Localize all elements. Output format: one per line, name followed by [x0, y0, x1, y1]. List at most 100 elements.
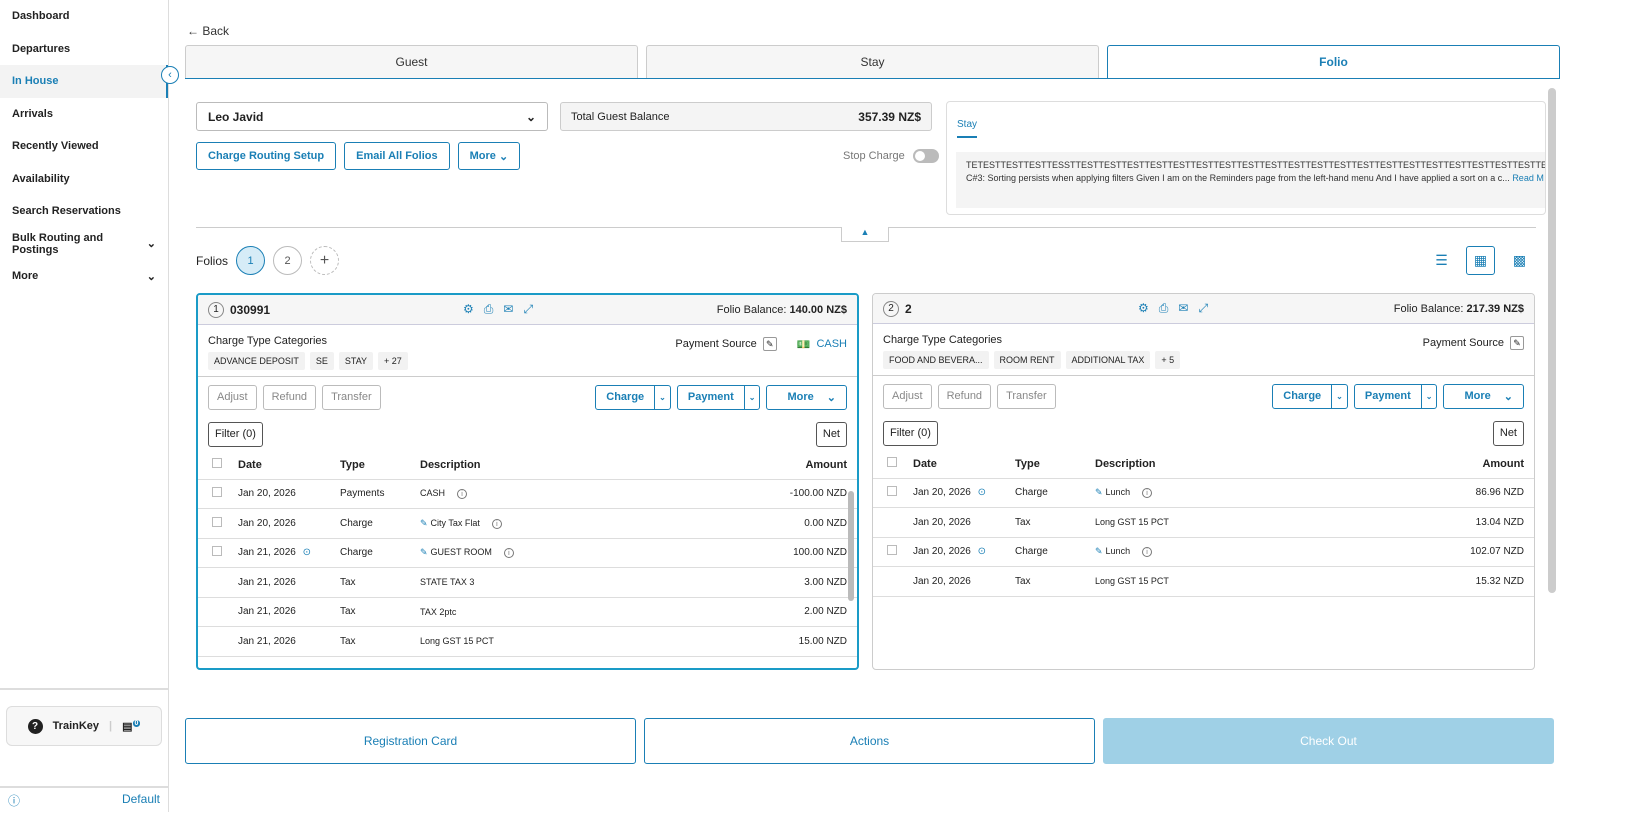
card-more-button[interactable]: More ⌄ [766, 384, 847, 410]
table-row[interactable]: Jan 20, 2026 Charge ✎ City Tax Flat i 0.00… [198, 508, 857, 539]
category-chip[interactable]: + 5 [1155, 351, 1181, 369]
more-button[interactable]: More ⌄ [457, 142, 521, 170]
print-icon[interactable]: ⎙ [1158, 301, 1169, 315]
sidebar-item[interactable]: Bulk Routing and Postings ⌄ [0, 228, 168, 261]
actions-button[interactable]: Actions [644, 718, 1095, 764]
net-button[interactable]: Net [815, 421, 847, 447]
routed-icon[interactable]: ⊙ [977, 487, 986, 499]
payment-button[interactable]: Payment ⌄ [676, 384, 761, 410]
adjust-button[interactable]: Adjust [208, 384, 257, 410]
grid-2-view-icon[interactable]: ▦ [1466, 246, 1495, 275]
col-description[interactable]: Description [420, 451, 675, 480]
tab-stay[interactable]: Stay [646, 45, 1099, 78]
back-link[interactable]: ← Back [187, 24, 230, 38]
select-all-checkbox[interactable] [212, 458, 222, 469]
sidebar-item[interactable]: Availability [0, 163, 168, 196]
table-row[interactable]: Jan 20, 2026 Tax Long GST 15 PCT 15.32 N… [873, 566, 1534, 597]
info-icon[interactable]: i [503, 548, 514, 559]
folio-card[interactable]: 1 030991 ⚙ ⎙ ✉ ⤢ Folio Balance: 140.00 NZ$ C… [196, 293, 859, 670]
row-checkbox[interactable] [887, 486, 897, 497]
expand-icon[interactable]: ⤢ [523, 302, 534, 316]
folio-tab-2[interactable]: 2 [273, 246, 303, 275]
adjust-button[interactable]: Adjust [883, 383, 932, 409]
sidebar-item[interactable]: In House [0, 65, 168, 98]
chevron-down-icon[interactable]: ⌄ [654, 385, 670, 409]
refund-button[interactable]: Refund [937, 383, 992, 409]
stop-charge-toggle[interactable] [912, 149, 939, 163]
row-checkbox[interactable] [212, 516, 222, 527]
profile-default[interactable]: Default [121, 792, 160, 806]
collapse-sidebar-button[interactable]: ‹ [161, 66, 179, 84]
info-icon[interactable]: i [457, 489, 468, 500]
table-scrollbar[interactable] [848, 491, 854, 601]
edit-icon[interactable]: ✎ [1095, 546, 1103, 557]
email-all-folios-button[interactable]: Email All Folios [344, 142, 450, 170]
guest-select[interactable]: Leo Javid ⌄ [196, 102, 548, 131]
check-out-button[interactable]: Check Out [1103, 718, 1554, 764]
filter-button[interactable]: Filter (0) [883, 420, 938, 446]
folio-tab-1[interactable]: 1 [236, 246, 266, 275]
col-type[interactable]: Type [1015, 450, 1095, 479]
charge-button[interactable]: Charge ⌄ [1272, 383, 1348, 409]
chevron-down-icon[interactable]: ⌄ [743, 385, 760, 409]
charge-routing-setup-button[interactable]: Charge Routing Setup [196, 142, 337, 170]
edit-payment-source-icon[interactable]: ✎ [1510, 336, 1524, 350]
tab-folio[interactable]: Folio [1107, 45, 1560, 78]
chevron-down-icon[interactable]: ⌄ [1420, 384, 1437, 408]
category-chip[interactable]: + 27 [378, 352, 408, 370]
col-amount[interactable]: Amount [1330, 450, 1534, 479]
read-more-link[interactable]: Read M [1512, 173, 1544, 183]
gear-icon[interactable]: ⚙ [463, 302, 474, 316]
table-row[interactable]: Jan 20, 2026 Payments CASH i -100.00 NZD [198, 479, 857, 509]
edit-icon[interactable]: ✎ [1095, 487, 1103, 498]
list-view-icon[interactable]: ☰ [1435, 252, 1448, 268]
transfer-button[interactable]: Transfer [997, 383, 1056, 409]
sidebar-item[interactable]: Dashboard [0, 0, 168, 33]
chevron-down-icon[interactable]: ⌄ [1331, 384, 1347, 408]
table-row[interactable]: Jan 21, 2026 ⊙ Charge ✎ GUEST ROOM i 100.0… [198, 538, 857, 568]
table-row[interactable]: Jan 21, 2026 Tax STATE TAX 3 3.00 NZD [198, 567, 857, 598]
col-amount[interactable]: Amount [674, 451, 857, 480]
sidebar-item[interactable]: Departures [0, 33, 168, 66]
net-button[interactable]: Net [1492, 420, 1524, 446]
table-row[interactable]: Jan 20, 2026 Tax Long GST 15 PCT 13.04 N… [873, 507, 1534, 538]
edit-payment-source-icon[interactable]: ✎ [762, 337, 777, 351]
expand-icon[interactable]: ⤢ [1198, 301, 1209, 315]
refund-button[interactable]: Refund [262, 384, 317, 410]
table-row[interactable]: Jan 21, 2026 Tax Long GST 15 PCT 15.00 N… [198, 626, 857, 657]
info-icon[interactable]: i [1142, 547, 1153, 558]
row-checkbox[interactable] [887, 545, 897, 556]
payment-button[interactable]: Payment ⌄ [1353, 383, 1438, 409]
col-date[interactable]: Date [913, 450, 1015, 479]
page-scrollbar[interactable] [1548, 88, 1556, 593]
sidebar-item[interactable]: Arrivals [0, 98, 168, 131]
transfer-button[interactable]: Transfer [322, 384, 381, 410]
edit-icon[interactable]: ✎ [420, 517, 428, 528]
info-icon[interactable]: ⓘ [8, 794, 21, 808]
add-folio-button[interactable]: + [310, 246, 340, 275]
col-type[interactable]: Type [340, 451, 420, 480]
card-more-button[interactable]: More ⌄ [1443, 383, 1524, 409]
select-all-checkbox[interactable] [887, 457, 897, 468]
info-icon[interactable]: i [1142, 488, 1153, 499]
mail-icon[interactable]: ✉ [1178, 301, 1189, 315]
info-icon[interactable]: i [491, 518, 502, 529]
sidebar-item[interactable]: Recently Viewed [0, 130, 168, 163]
trainkey-widget[interactable]: ? TrainKey | ▤ 0 [6, 706, 162, 746]
row-checkbox[interactable] [212, 487, 222, 498]
routed-icon[interactable]: ⊙ [977, 546, 986, 558]
mail-icon[interactable]: ✉ [503, 302, 514, 316]
collapse-header-button[interactable]: ▲ [841, 227, 889, 242]
tab-guest[interactable]: Guest [185, 45, 638, 78]
sidebar-item[interactable]: Search Reservations [0, 195, 168, 228]
col-date[interactable]: Date [238, 451, 340, 480]
gear-icon[interactable]: ⚙ [1138, 301, 1149, 315]
notes-tab-stay[interactable]: Stay [957, 119, 978, 138]
table-row[interactable]: Jan 20, 2026 ⊙ Charge ✎ Lunch i 102.07 NZD [873, 537, 1534, 567]
table-row[interactable]: Jan 21, 2026 Tax TAX 2ptc 2.00 NZD [198, 597, 857, 627]
routed-icon[interactable]: ⊙ [302, 547, 311, 559]
chat-icon[interactable]: ▤ 0 [122, 719, 141, 733]
edit-icon[interactable]: ✎ [420, 547, 428, 558]
row-checkbox[interactable] [212, 546, 222, 557]
